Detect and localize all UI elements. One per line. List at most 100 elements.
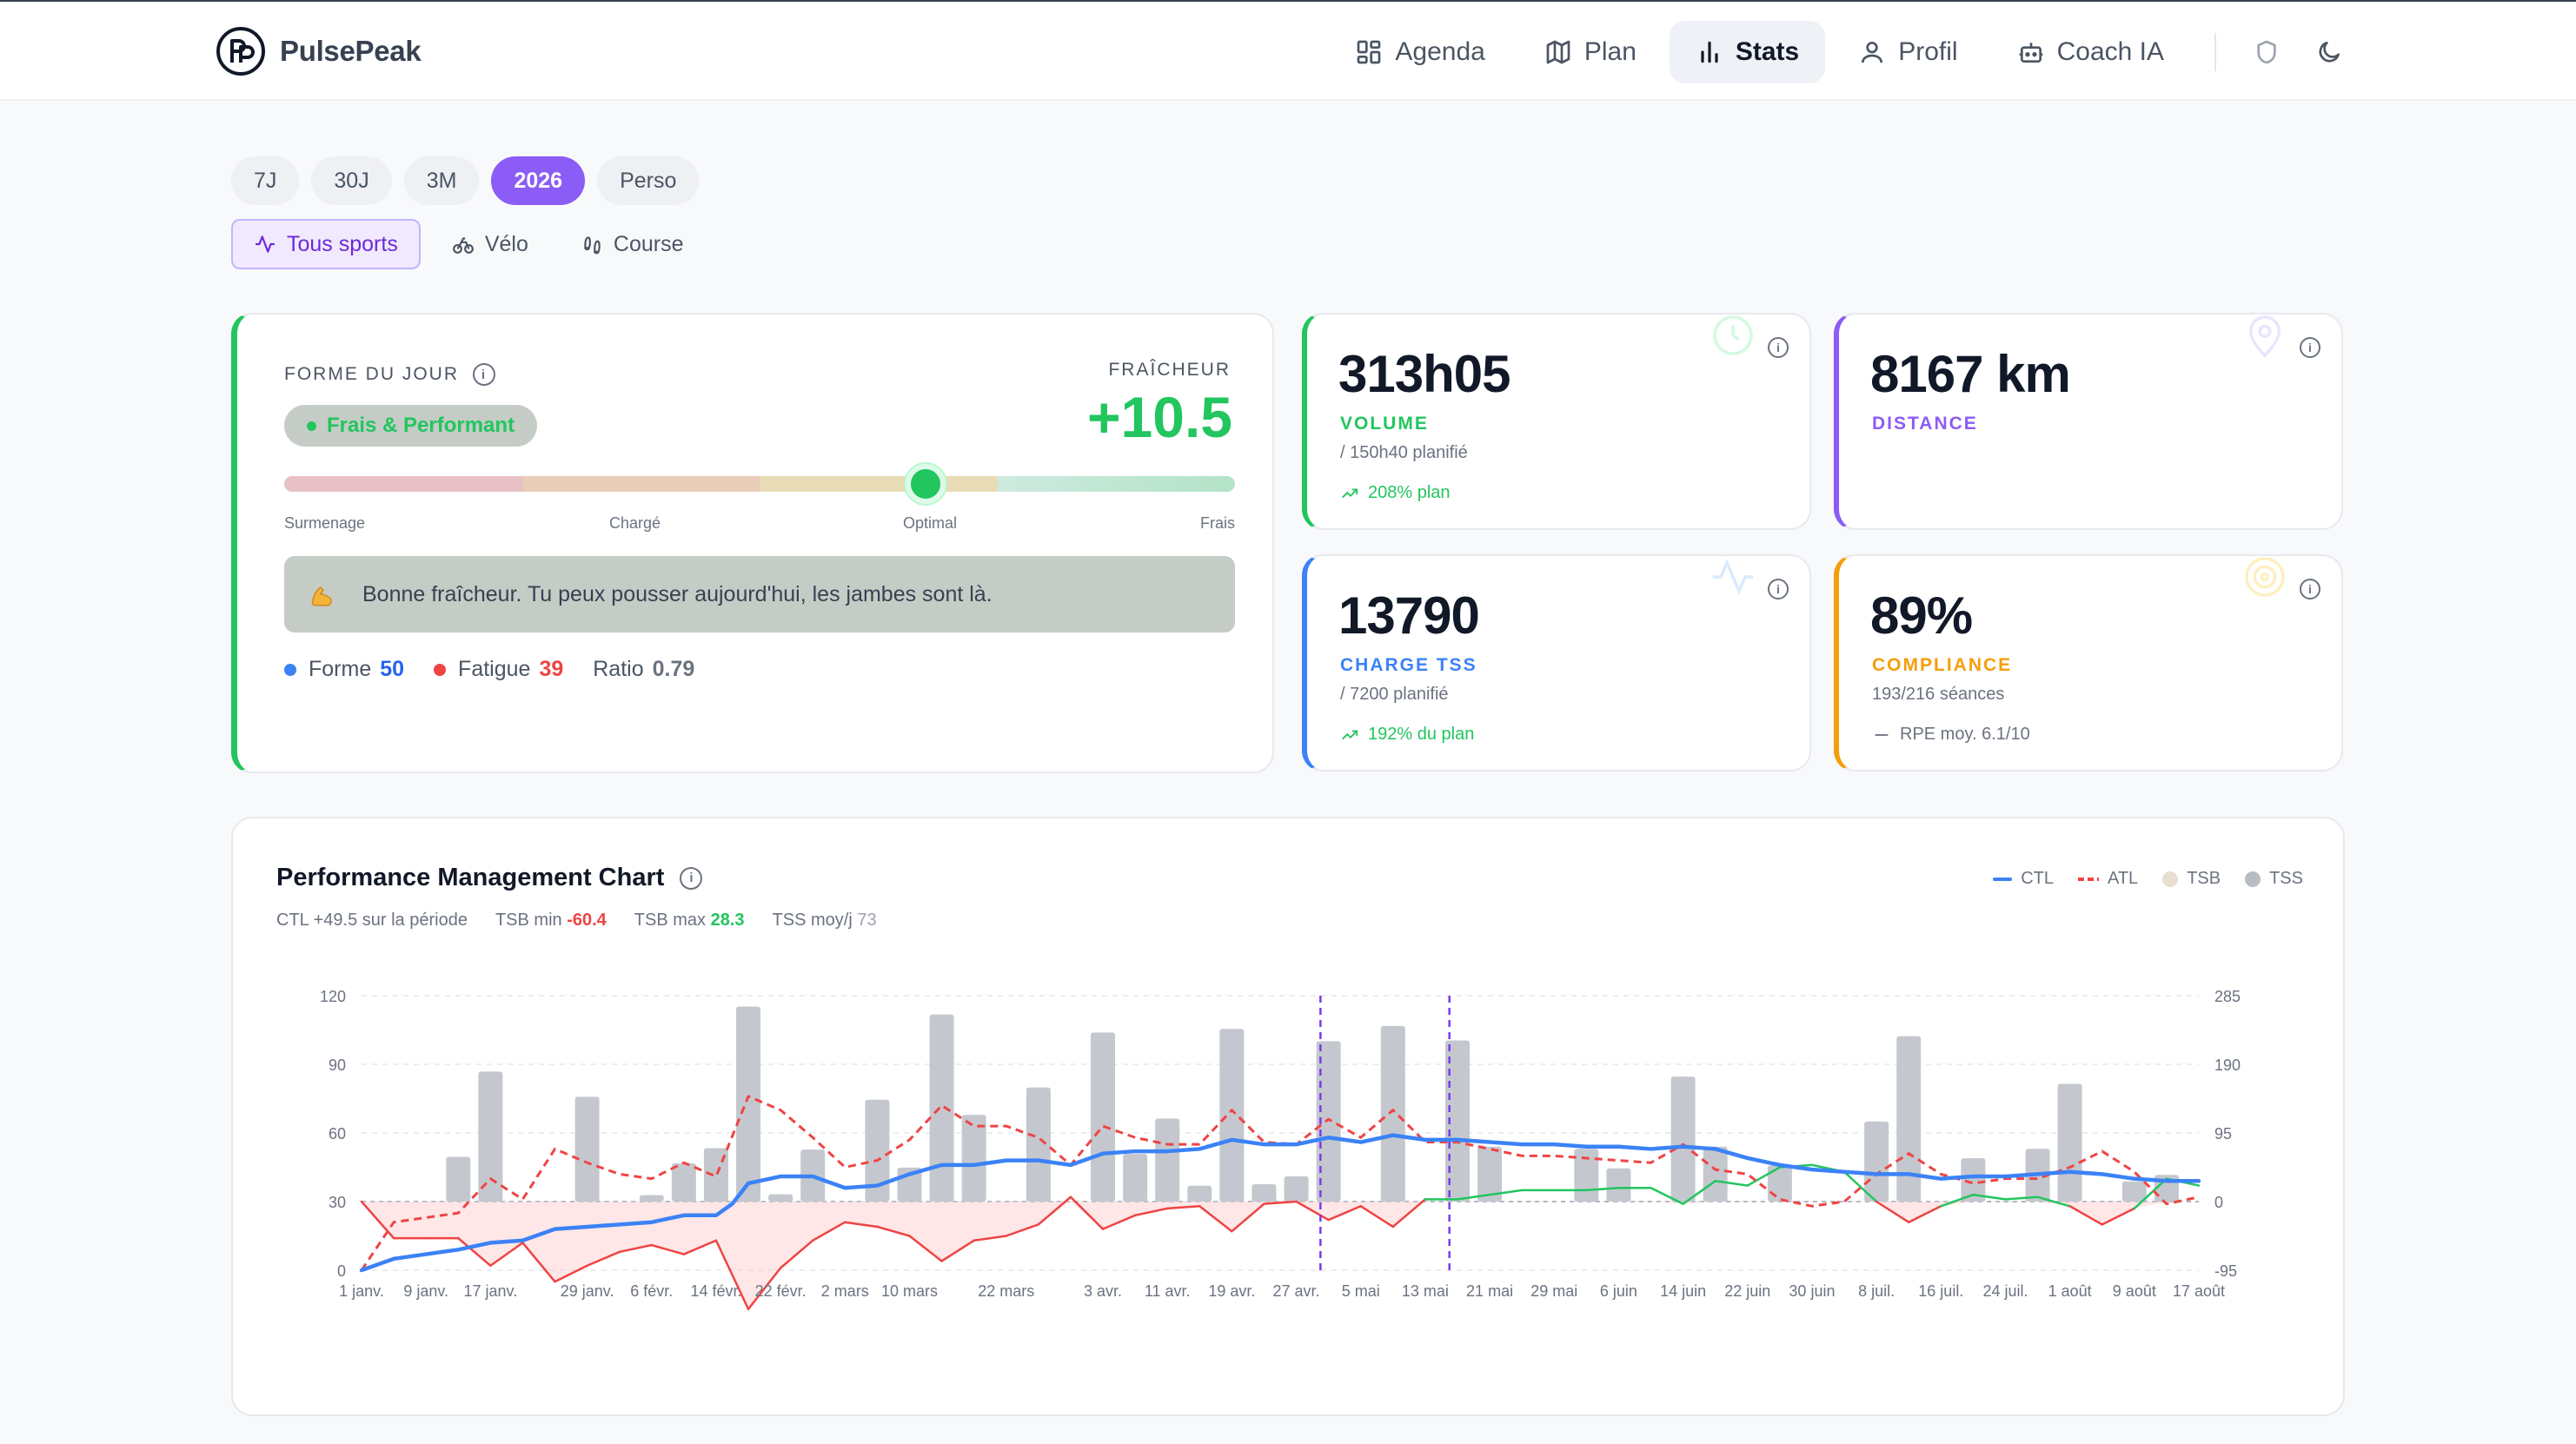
legend-atl[interactable]: ATL bbox=[2077, 869, 2138, 889]
top-navigation: PulsePeak Agenda Plan Stats Profil Coach… bbox=[0, 0, 2576, 101]
x-tick-label: 6 févr. bbox=[630, 1282, 673, 1300]
x-tick-label: 11 avr. bbox=[1145, 1282, 1191, 1300]
kpi-compliance-card: i 89% COMPLIANCE 193/216 séances RPE moy… bbox=[1834, 554, 2343, 772]
nav-plan[interactable]: Plan bbox=[1518, 21, 1663, 83]
period-30j[interactable]: 30J bbox=[311, 156, 392, 205]
tsb-line-segment bbox=[1940, 1193, 1975, 1208]
advice-box: Bonne fraîcheur. Tu peux pousser aujourd… bbox=[284, 556, 1235, 633]
legend-tss[interactable]: TSS bbox=[2245, 869, 2303, 889]
freshness-label: FRAÎCHEUR bbox=[1108, 360, 1231, 380]
gauge-indicator bbox=[906, 464, 946, 504]
minus-icon bbox=[1875, 733, 1889, 736]
tsb-line-segment bbox=[554, 1264, 588, 1283]
x-tick-label: 6 juin bbox=[1600, 1282, 1637, 1300]
nav-stats-label: Stats bbox=[1735, 37, 1800, 66]
tsb-line-segment bbox=[682, 1239, 718, 1255]
x-tick-label: 1 janv. bbox=[339, 1282, 384, 1300]
admin-shield-button[interactable] bbox=[2235, 21, 2298, 83]
forme-du-jour-card: FORME DU JOUR i Frais & Performant FRAÎC… bbox=[231, 313, 1274, 773]
x-tick-label: 8 juil. bbox=[1858, 1282, 1895, 1300]
y-right-tick-label: 95 bbox=[2214, 1125, 2232, 1143]
nav-coach-ia[interactable]: Coach IA bbox=[1991, 21, 2190, 83]
tsb-line-segment bbox=[2101, 1207, 2136, 1226]
legend-tsb[interactable]: TSB bbox=[2162, 869, 2221, 889]
advice-text: Bonne fraîcheur. Tu peux pousser aujourd… bbox=[362, 581, 993, 606]
nav-profil[interactable]: Profil bbox=[1832, 21, 1983, 83]
tsb-line-segment bbox=[1972, 1193, 2007, 1201]
tsb-line-segment bbox=[1875, 1200, 1910, 1223]
tsb-line-segment bbox=[2036, 1196, 2071, 1208]
x-tick-label: 17 janv. bbox=[463, 1282, 517, 1300]
x-tick-label: 27 avr. bbox=[1273, 1282, 1320, 1300]
kpi-volume-trend: 208% plan bbox=[1340, 483, 1451, 503]
clock-icon bbox=[1713, 315, 1753, 355]
nav-agenda-label: Agenda bbox=[1395, 37, 1485, 66]
bot-icon bbox=[2019, 43, 2042, 63]
sport-tous[interactable]: Tous sports bbox=[231, 219, 421, 269]
metric-ratio-value: 0.79 bbox=[652, 657, 695, 681]
info-icon[interactable]: i bbox=[680, 866, 703, 890]
pmc-stat-tsb-max: TSB max 28.3 bbox=[634, 911, 745, 931]
sport-course[interactable]: Course bbox=[560, 219, 705, 269]
kpi-compliance-trend: RPE moy. 6.1/10 bbox=[1872, 725, 2030, 745]
trending-up-icon bbox=[1342, 730, 1358, 739]
status-badge: Frais & Performant bbox=[284, 405, 538, 447]
tsb-line-segment bbox=[747, 1267, 782, 1311]
nav-divider bbox=[2214, 33, 2216, 71]
legend-ctl[interactable]: CTL bbox=[1993, 869, 2054, 889]
pmc-chart[interactable]: 0 30 60 90 120 -95 0 95 190 285 1 janv. 9 janv. 17 j… bbox=[233, 949, 2343, 1401]
theme-toggle-button[interactable] bbox=[2298, 21, 2360, 83]
gauge-charge-zone bbox=[521, 476, 760, 492]
info-icon[interactable]: i bbox=[1768, 579, 1789, 599]
info-icon[interactable]: i bbox=[2300, 579, 2320, 599]
tsb-line-segment bbox=[1650, 1186, 1684, 1205]
pmc-stat-tsb-min-label: TSB min bbox=[495, 911, 562, 930]
tsb-line-segment bbox=[714, 1239, 750, 1311]
nav-links: Agenda Plan Stats Profil Coach IA bbox=[1322, 21, 2360, 83]
tsb-line-segment bbox=[1456, 1193, 1491, 1201]
period-7j[interactable]: 7J bbox=[231, 156, 300, 205]
x-tick-label: 22 févr. bbox=[755, 1282, 807, 1300]
tsb-line-segment bbox=[1391, 1198, 1427, 1229]
tss-bar bbox=[1251, 1184, 1277, 1202]
tsb-line-segment bbox=[1488, 1189, 1524, 1196]
period-2026[interactable]: 2026 bbox=[491, 156, 586, 205]
tsb-line-segment bbox=[457, 1236, 492, 1267]
sport-velo[interactable]: Vélo bbox=[431, 219, 549, 269]
map-icon bbox=[1546, 40, 1570, 64]
tsb-line-segment bbox=[586, 1250, 621, 1267]
nav-agenda[interactable]: Agenda bbox=[1329, 21, 1510, 83]
x-tick-label: 1 août bbox=[2048, 1282, 2092, 1300]
pmc-stat-tss-value: 73 bbox=[857, 911, 877, 930]
info-icon[interactable]: i bbox=[473, 363, 495, 386]
x-tick-label: 24 juil. bbox=[1982, 1282, 2028, 1300]
tsb-line-segment bbox=[1585, 1186, 1620, 1192]
period-perso[interactable]: Perso bbox=[597, 156, 700, 205]
pmc-stat-tss: TSS moy/j 73 bbox=[773, 911, 877, 931]
tss-bar bbox=[1961, 1158, 1986, 1202]
brand[interactable]: PulsePeak bbox=[216, 26, 422, 76]
pmc-stat-tsb-min-value: -60.4 bbox=[567, 911, 607, 930]
period-3m[interactable]: 3M bbox=[403, 156, 480, 205]
x-tick-label: 3 avr. bbox=[1084, 1282, 1122, 1300]
kpi-distance-card: i 8167 km DISTANCE bbox=[1834, 313, 2343, 530]
info-icon[interactable]: i bbox=[1768, 337, 1789, 358]
target-icon bbox=[2245, 557, 2285, 597]
info-icon[interactable]: i bbox=[2300, 337, 2320, 358]
kpi-distance-value: 8167 km bbox=[1870, 345, 2071, 403]
x-tick-label: 17 août bbox=[2173, 1282, 2225, 1300]
tsb-line-segment bbox=[2133, 1177, 2168, 1210]
nav-profil-label: Profil bbox=[1898, 37, 1958, 66]
forme-heading: FORME DU JOUR i bbox=[284, 363, 495, 386]
kpi-volume-trend-text: 208% plan bbox=[1368, 483, 1451, 502]
nav-stats[interactable]: Stats bbox=[1669, 21, 1826, 83]
tsb-negative-area bbox=[362, 1202, 2199, 1309]
metric-ratio-label: Ratio bbox=[593, 657, 644, 681]
status-badge-label: Frais & Performant bbox=[327, 414, 515, 437]
nav-coach-label: Coach IA bbox=[2056, 37, 2164, 66]
kpi-volume-value: 313h05 bbox=[1338, 345, 1510, 403]
tsb-line-segment bbox=[1101, 1214, 1137, 1230]
tsb-line-segment bbox=[1133, 1207, 1169, 1217]
kpi-tss-card: i 13790 CHARGE TSS / 7200 planifié 192% … bbox=[1302, 554, 1811, 772]
tsb-line-segment bbox=[1359, 1205, 1395, 1229]
